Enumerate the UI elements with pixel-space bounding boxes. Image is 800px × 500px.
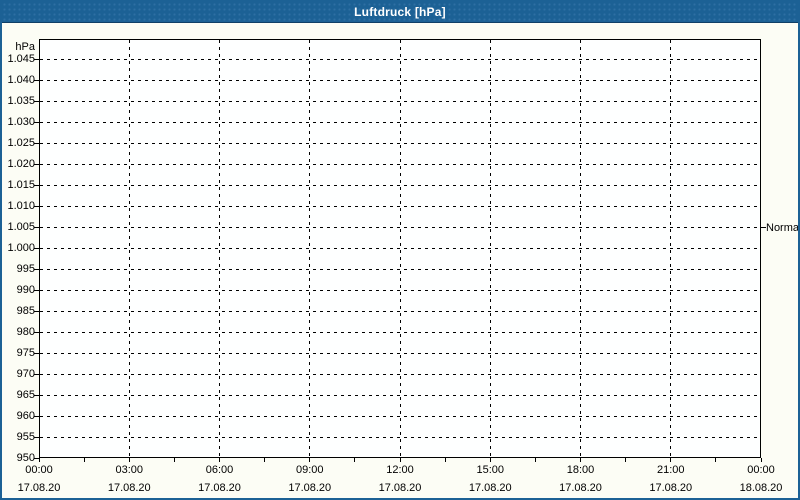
x-tick-time-label: 06:00 bbox=[205, 464, 234, 476]
y-tick-label: 1.030 bbox=[7, 116, 35, 129]
x-axis-minor-tick bbox=[715, 458, 717, 462]
x-axis-minor-tick bbox=[309, 458, 311, 462]
x-tick-time-label: 15:00 bbox=[476, 464, 505, 476]
x-tick-date-label: 17.08.20 bbox=[649, 482, 693, 494]
y-tick-label: 1.000 bbox=[7, 242, 35, 254]
x-axis-minor-tick bbox=[760, 458, 762, 462]
y-axis-tick bbox=[34, 352, 39, 354]
x-gridline bbox=[489, 40, 491, 457]
y-axis-tick bbox=[34, 415, 39, 417]
y-axis-tick bbox=[34, 185, 39, 187]
x-gridline bbox=[309, 40, 311, 457]
y-axis-tick bbox=[34, 59, 39, 61]
x-tick-date-label: 17.08.20 bbox=[288, 482, 332, 494]
y-axis-unit-label: hPa bbox=[15, 41, 35, 53]
y-axis-tick bbox=[34, 289, 39, 291]
x-tick-date-label: 18.08.20 bbox=[739, 482, 783, 494]
x-gridline bbox=[399, 40, 401, 457]
y-axis-tick bbox=[34, 206, 39, 208]
y-tick-label: 1.025 bbox=[7, 137, 35, 150]
x-gridline bbox=[670, 40, 672, 457]
y-tick-label: 1.040 bbox=[7, 74, 35, 87]
x-axis-minor-tick bbox=[444, 458, 446, 462]
y-tick-label: 1.045 bbox=[7, 53, 35, 66]
x-tick-date-label: 17.08.20 bbox=[468, 482, 512, 494]
y-tick-label: 965 bbox=[16, 388, 35, 401]
x-tick-date-label: 17.08.20 bbox=[107, 482, 151, 494]
x-axis-minor-tick bbox=[489, 458, 491, 462]
y-tick-label: 975 bbox=[16, 346, 35, 359]
x-axis-minor-tick bbox=[399, 458, 401, 462]
y-axis-tick bbox=[34, 164, 39, 166]
y-axis-tick bbox=[34, 310, 39, 312]
y-axis-tick bbox=[34, 373, 39, 375]
normal-reference-label: Normal bbox=[766, 221, 800, 234]
y-tick-label: 990 bbox=[16, 283, 35, 296]
y-axis-tick bbox=[34, 80, 39, 82]
y-axis-tick bbox=[34, 457, 39, 459]
x-gridline bbox=[219, 40, 220, 457]
y-tick-label: 1.035 bbox=[7, 95, 35, 108]
y-axis-tick bbox=[34, 227, 39, 229]
x-axis-minor-tick bbox=[670, 458, 672, 462]
y-axis-tick bbox=[34, 122, 39, 124]
x-axis-minor-tick bbox=[354, 458, 356, 462]
x-axis-minor-tick bbox=[580, 458, 581, 462]
y-axis-tick bbox=[34, 436, 39, 438]
y-axis-tick bbox=[34, 331, 39, 333]
x-axis-minor-tick bbox=[625, 458, 627, 462]
x-axis-minor-tick bbox=[534, 458, 536, 462]
y-axis-tick bbox=[34, 394, 39, 396]
y-tick-label: 980 bbox=[16, 325, 35, 338]
y-tick-label: 1.015 bbox=[7, 179, 35, 192]
y-tick-label: 960 bbox=[16, 409, 35, 422]
y-tick-label: 1.020 bbox=[7, 158, 35, 171]
y-tick-label: 995 bbox=[16, 262, 35, 275]
y-tick-label: 950 bbox=[16, 451, 35, 464]
x-tick-date-label: 17.08.20 bbox=[378, 482, 422, 494]
x-tick-time-label: 12:00 bbox=[386, 464, 414, 476]
y-axis-tick bbox=[34, 268, 39, 270]
chart-title: Luftdruck [hPa] bbox=[354, 5, 446, 19]
x-tick-date-label: 17.08.20 bbox=[198, 482, 241, 494]
y-tick-label: 985 bbox=[16, 304, 35, 317]
x-axis-minor-tick bbox=[38, 458, 40, 462]
x-tick-time-label: 03:00 bbox=[115, 464, 144, 476]
y-axis-tick bbox=[34, 101, 39, 103]
x-axis-minor-tick bbox=[83, 458, 85, 462]
chart-title-bar: Luftdruck [hPa] bbox=[2, 2, 798, 23]
x-tick-time-label: 21:00 bbox=[656, 464, 685, 476]
x-tick-time-label: 18:00 bbox=[566, 464, 595, 476]
x-axis-minor-tick bbox=[128, 458, 130, 462]
x-tick-date-label: 17.08.20 bbox=[17, 482, 61, 494]
x-gridline bbox=[128, 40, 130, 457]
y-tick-label: 970 bbox=[16, 367, 35, 380]
x-tick-time-label: 00:00 bbox=[25, 464, 53, 476]
x-gridline bbox=[580, 40, 581, 457]
x-axis-minor-tick bbox=[264, 458, 266, 462]
x-tick-date-label: 17.08.20 bbox=[559, 482, 602, 494]
x-tick-time-label: 09:00 bbox=[295, 464, 324, 476]
y-axis-tick bbox=[34, 143, 39, 145]
x-axis-minor-tick bbox=[173, 458, 175, 462]
x-tick-time-label: 00:00 bbox=[747, 464, 775, 476]
y-tick-label: 1.005 bbox=[7, 221, 35, 234]
y-tick-label: 1.010 bbox=[7, 200, 35, 213]
y-tick-label: 955 bbox=[16, 430, 35, 443]
x-axis-minor-tick bbox=[219, 458, 220, 462]
normal-reference-tick bbox=[761, 227, 766, 229]
y-axis-tick bbox=[34, 248, 39, 249]
